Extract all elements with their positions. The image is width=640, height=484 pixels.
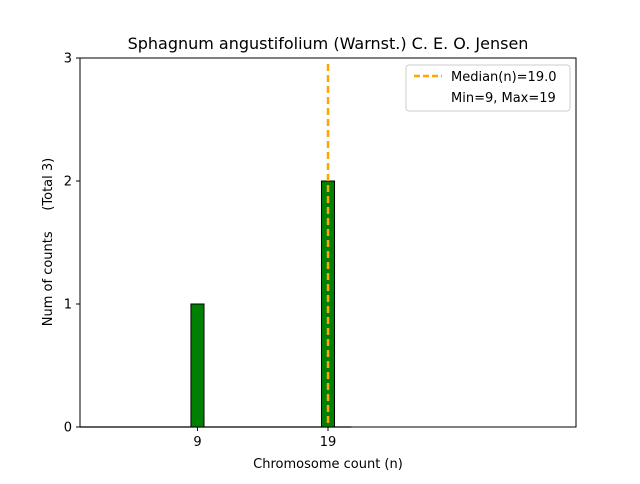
y-tick-label: 3 xyxy=(64,52,72,67)
y-tick-label: 1 xyxy=(64,298,72,313)
legend: Median(n)=19.0 Min=9, Max=19 xyxy=(405,64,571,112)
y-tick-label: 2 xyxy=(64,175,72,190)
x-tick-label: 19 xyxy=(320,435,337,450)
chart-title: Sphagnum angustifolium (Warnst.) C. E. O… xyxy=(128,34,529,53)
tick-layer: 0 1 2 3 9 19 xyxy=(64,52,337,451)
y-axis-label: Num of counts (Total 3) xyxy=(41,158,56,326)
x-axis-label: Chromosome count (n) xyxy=(253,457,403,472)
legend-box xyxy=(405,64,571,112)
histogram-bar xyxy=(190,303,205,428)
plot-layer xyxy=(80,64,352,428)
legend-entry-minmax: Min=9, Max=19 xyxy=(451,91,556,106)
y-tick-label: 0 xyxy=(64,421,72,436)
histogram-bar xyxy=(320,180,336,428)
x-tick-label: 9 xyxy=(193,435,201,450)
legend-entry-median: Median(n)=19.0 xyxy=(451,70,557,85)
